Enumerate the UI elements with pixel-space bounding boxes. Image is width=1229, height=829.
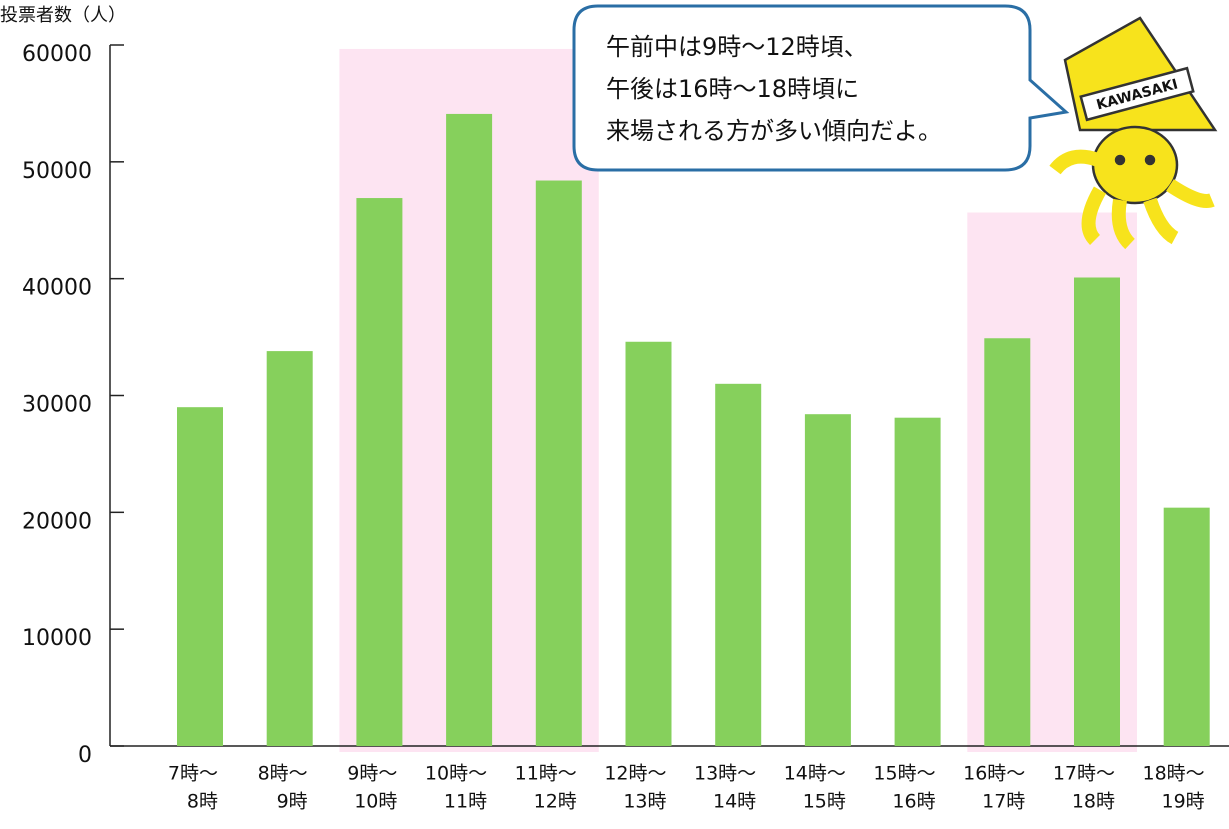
bar (177, 407, 223, 746)
x-tick-label: 17時 (982, 791, 1025, 813)
x-tick-label: 7時～ (168, 763, 218, 785)
x-tick-label: 13時 (623, 791, 666, 813)
bar (715, 383, 762, 746)
bar (1163, 507, 1210, 746)
y-tick-label: 10000 (22, 626, 92, 651)
y-tick-label: 60000 (22, 42, 92, 67)
x-tick-label: 12時 (534, 791, 577, 813)
mascot-eye (1114, 154, 1126, 166)
mascot-eye (1144, 154, 1156, 166)
mascot-arms (1049, 149, 1215, 250)
x-tick-label: 8時～ (258, 763, 308, 785)
x-tick-label: 17時～ (1053, 763, 1115, 785)
bar (535, 180, 582, 746)
x-tick-label: 8時 (187, 791, 218, 813)
bar (1074, 277, 1120, 746)
bubble-shape (572, 4, 1070, 172)
x-tick-label: 14時 (713, 791, 756, 813)
y-tick-label: 50000 (22, 159, 92, 184)
bar (984, 338, 1031, 746)
y-tick-label: 20000 (22, 509, 92, 534)
x-tick-label: 11時 (444, 791, 487, 813)
x-tick-label: 19時 (1162, 791, 1205, 813)
bar (356, 198, 403, 747)
x-tick-label: 15時 (803, 791, 846, 813)
bubble-text: 午後は16時～18時頃に (606, 75, 859, 103)
x-tick-label: 14時～ (784, 763, 846, 785)
y-tick-label: 0 (78, 743, 92, 768)
x-tick-label: 9時 (277, 791, 308, 813)
x-tick-label: 11時～ (515, 763, 577, 785)
x-tick-label: 16時～ (963, 763, 1025, 785)
x-tick-label: 9時～ (347, 763, 397, 785)
x-tick-label: 13時～ (694, 763, 756, 785)
x-tick-label: 16時 (892, 791, 935, 813)
x-tick-label: 18時 (1072, 791, 1115, 813)
bar (625, 341, 672, 746)
bar (804, 414, 851, 746)
x-tick-label: 18時～ (1143, 763, 1205, 785)
bar (446, 113, 493, 747)
y-axis-label: 投票者数（人） (0, 5, 126, 26)
bubble-text: 午前中は9時～12時頃、 (606, 33, 868, 61)
bar (266, 351, 313, 746)
mascot-band (1079, 66, 1195, 122)
mascot-body (1091, 125, 1179, 205)
x-tick-label: 10時～ (425, 763, 487, 785)
speech-bubble: 午前中は9時～12時頃、 午後は16時～18時頃に 来場される方が多い傾向だよ。 (572, 4, 1070, 172)
mascot: KAWASAKI (1049, 16, 1218, 250)
y-tick-label: 40000 (22, 276, 92, 301)
x-tick-label: 10時 (354, 791, 397, 813)
plot: 0 10000 20000 30000 40000 50000 60000 7時～ 8時 8時～ 9… (22, 42, 1210, 813)
x-tick-label: 12時～ (604, 763, 666, 785)
x-tick-label: 15時～ (873, 763, 935, 785)
bubble-text: 来場される方が多い傾向だよ。 (606, 117, 942, 145)
bar (894, 417, 941, 746)
y-tick-label: 30000 (22, 393, 92, 418)
